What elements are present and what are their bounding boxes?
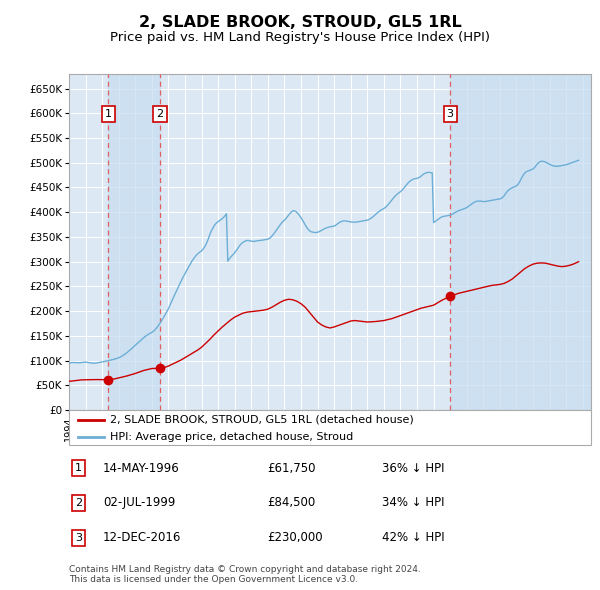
Text: 2: 2 [157,109,164,119]
Text: 36% ↓ HPI: 36% ↓ HPI [382,461,445,474]
Text: Price paid vs. HM Land Registry's House Price Index (HPI): Price paid vs. HM Land Registry's House … [110,31,490,44]
Text: 1: 1 [105,109,112,119]
Text: 2, SLADE BROOK, STROUD, GL5 1RL: 2, SLADE BROOK, STROUD, GL5 1RL [139,15,461,30]
Text: £61,750: £61,750 [268,461,316,474]
Bar [108,74,160,410]
Text: £84,500: £84,500 [268,496,316,510]
Text: 14-MAY-1996: 14-MAY-1996 [103,461,179,474]
Bar [450,74,591,410]
Text: 12-DEC-2016: 12-DEC-2016 [103,532,181,545]
FancyBboxPatch shape [69,410,591,445]
Text: 2: 2 [75,498,82,508]
Text: 02-JUL-1999: 02-JUL-1999 [103,496,175,510]
Text: 3: 3 [446,109,454,119]
Text: 34% ↓ HPI: 34% ↓ HPI [382,496,445,510]
Text: 3: 3 [75,533,82,543]
Text: HPI: Average price, detached house, Stroud: HPI: Average price, detached house, Stro… [110,432,353,441]
Text: £230,000: £230,000 [268,532,323,545]
Text: 1: 1 [75,463,82,473]
Text: Contains HM Land Registry data © Crown copyright and database right 2024.
This d: Contains HM Land Registry data © Crown c… [69,565,421,584]
Text: 42% ↓ HPI: 42% ↓ HPI [382,532,445,545]
Text: 2, SLADE BROOK, STROUD, GL5 1RL (detached house): 2, SLADE BROOK, STROUD, GL5 1RL (detache… [110,415,413,425]
